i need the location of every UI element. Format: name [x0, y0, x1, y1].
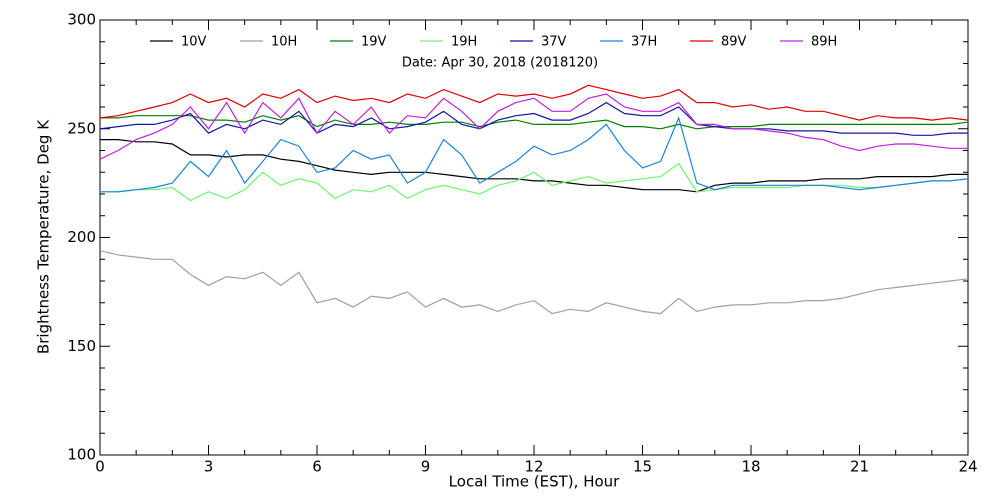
x-tick-label: 3	[204, 458, 214, 476]
series-line	[100, 115, 969, 130]
y-tick-label: 100	[67, 446, 96, 464]
legend-label: 10V	[181, 35, 207, 50]
series-line	[99, 84, 969, 121]
x-tick-label: 6	[312, 458, 322, 476]
series-line	[100, 139, 968, 193]
legend-label: 19H	[451, 35, 477, 50]
x-tick-label: 18	[741, 458, 760, 476]
series-line	[99, 250, 969, 315]
legend-label: 89V	[721, 35, 747, 50]
x-axis-label: Local Time (EST), Hour	[449, 473, 620, 491]
legend-label: 37H	[631, 35, 657, 50]
legend-label: 89H	[811, 35, 837, 50]
legend-label: 10H	[271, 35, 297, 50]
series-line	[99, 101, 968, 136]
x-tick-label: 24	[958, 458, 977, 476]
chart-title: Date: Apr 30, 2018 (2018120)	[402, 56, 598, 71]
x-tick-label: 21	[850, 458, 869, 476]
series-line	[100, 116, 969, 193]
legend-label: 37V	[541, 35, 567, 50]
y-tick-label: 150	[67, 337, 96, 355]
y-tick-label: 200	[67, 228, 96, 246]
series-line	[99, 93, 968, 160]
x-tick-label: 9	[421, 458, 431, 476]
x-tick-label: 12	[524, 458, 543, 476]
y-axis-label: Brightness Temperature, Deg K	[35, 119, 53, 354]
y-tick-label: 300	[67, 11, 96, 29]
y-tick-label: 250	[67, 119, 96, 137]
x-tick-label: 15	[633, 458, 652, 476]
x-tick-label: 0	[95, 458, 105, 476]
legend-label: 19V	[361, 35, 387, 50]
